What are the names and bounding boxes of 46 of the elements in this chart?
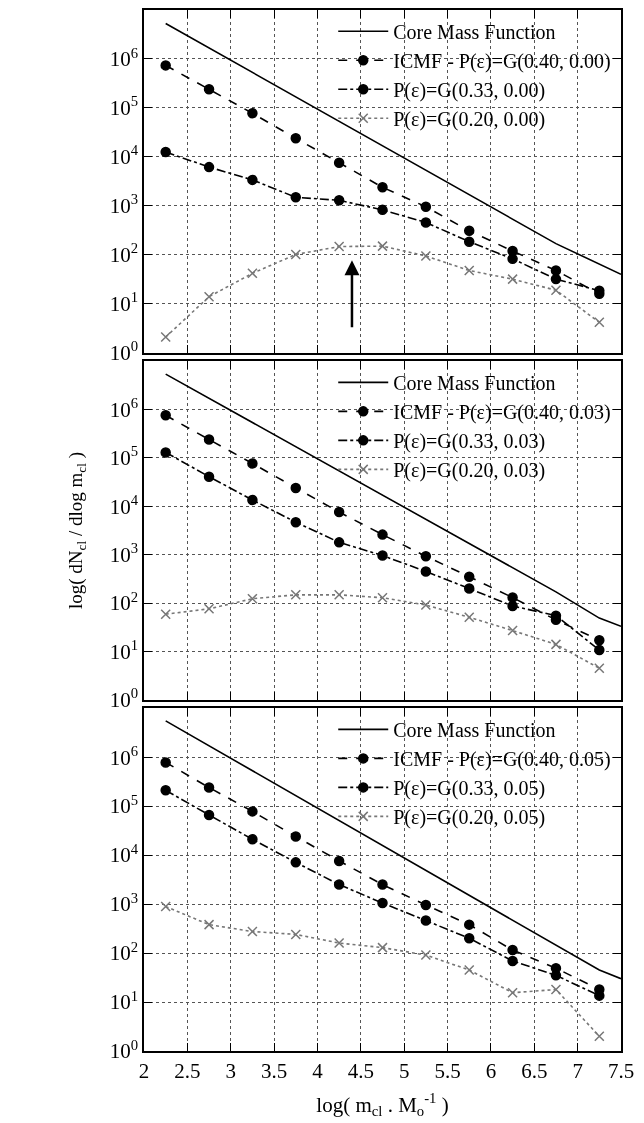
x-tick-label: 7: [572, 1058, 583, 1083]
y-tick-label: 10$^{4}$: [109, 142, 139, 170]
y-tick-label: 10$^{2}$: [109, 240, 139, 268]
y-tick-label: 10$^{5}$: [109, 443, 139, 471]
y-tick-label: 10$^{0}$: [109, 685, 139, 713]
x-tick-label: 7.5: [607, 1058, 635, 1083]
legend-label: ICMF - P(ε)=G(0.40, 0.00): [393, 50, 611, 74]
x-tick-label: 3: [225, 1058, 236, 1083]
y-tick-label: 10$^{6}$: [109, 395, 139, 422]
x-tick-label: 6.5: [521, 1058, 548, 1083]
x-tick-label: 3.5: [260, 1058, 288, 1083]
y-tick-label: 10$^{3}$: [109, 191, 139, 219]
y-tick-label: 10$^{1}$: [109, 289, 139, 317]
y-tick-label: 10$^{6}$: [109, 44, 139, 72]
x-axis-title: log( m$_{cl}$ . M$_{o}$$^{-1}$ ): [316, 1089, 449, 1120]
x-tick-label: 5.5: [434, 1058, 461, 1083]
x-tick-label: 2.5: [174, 1058, 201, 1083]
legend-label: Core Mass Function: [393, 719, 556, 742]
y-tick-label: 10$^{1}$: [109, 636, 139, 664]
legend-label: P(ε)=G(0.20, 0.00): [393, 108, 546, 132]
legend-label: P(ε)=G(0.33, 0.03): [393, 430, 546, 454]
y-tick-label: 10$^{2}$: [109, 938, 139, 966]
x-tick-label: 4: [312, 1058, 324, 1083]
y-tick-label: 10$^{5}$: [109, 791, 139, 819]
y-tick-label: 10$^{3}$: [109, 889, 139, 917]
y-tick-label: 10$^{4}$: [109, 491, 139, 519]
legend-label: P(ε)=G(0.20, 0.03): [393, 459, 546, 483]
y-tick-label: 10$^{5}$: [109, 93, 139, 121]
legend-label: Core Mass Function: [393, 372, 556, 395]
x-tick-label: 6: [485, 1058, 497, 1083]
legend-label: Core Mass Function: [393, 21, 556, 44]
legend-label: ICMF - P(ε)=G(0.40, 0.03): [393, 401, 611, 425]
y-tick-label: 10$^{0}$: [109, 1036, 139, 1064]
y-tick-label: 10$^{2}$: [109, 588, 139, 616]
legend-label: ICMF - P(ε)=G(0.40, 0.05): [393, 748, 611, 772]
y-tick-label: 10$^{1}$: [109, 987, 139, 1015]
legend-label: P(ε)=G(0.33, 0.05): [393, 777, 546, 801]
legend-label: P(ε)=G(0.33, 0.00): [393, 79, 546, 103]
y-tick-label: 10$^{6}$: [109, 742, 139, 770]
y-tick-label: 10$^{4}$: [109, 840, 139, 868]
y-tick-label: 10$^{3}$: [109, 540, 139, 568]
y-tick-label: 10$^{0}$: [109, 338, 139, 366]
x-tick-label: 5: [398, 1058, 410, 1083]
legend-label: P(ε)=G(0.20, 0.05): [393, 806, 546, 830]
x-tick-label: 4.5: [347, 1058, 374, 1083]
x-tick-label: 2: [138, 1058, 150, 1083]
